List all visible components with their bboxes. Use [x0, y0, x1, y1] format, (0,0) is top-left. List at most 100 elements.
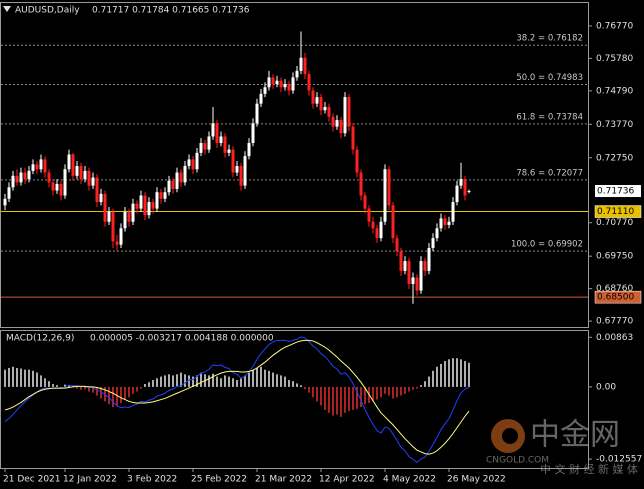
- fib-label: 50.0 = 0.74983: [516, 73, 583, 83]
- candle-body: [255, 103, 259, 124]
- macd-bar: [80, 386, 82, 390]
- candle-body: [95, 177, 99, 203]
- macd-bar: [248, 372, 250, 387]
- candle-body: [111, 211, 115, 242]
- candle-body: [411, 277, 415, 285]
- candle-body: [215, 123, 219, 144]
- x-tick-label: 3 Feb 2022: [127, 475, 177, 485]
- candle-body: [235, 165, 239, 173]
- candle-body: [187, 159, 191, 166]
- candle-body: [31, 164, 35, 171]
- macd-bar: [132, 386, 134, 394]
- candle-body: [383, 169, 387, 222]
- symbol-icon: [3, 6, 11, 12]
- macd-bar: [64, 384, 66, 387]
- macd-bar: [28, 369, 30, 387]
- macd-bar: [4, 369, 6, 387]
- macd-bar: [12, 366, 14, 387]
- level-box: [594, 205, 642, 218]
- macd-bar: [452, 358, 454, 387]
- candle-body: [459, 179, 463, 186]
- fib-label: 61.8 = 0.73784: [516, 112, 583, 122]
- x-tick-label: 21 Mar 2022: [255, 475, 312, 485]
- candle-body: [283, 83, 287, 88]
- macd-bar: [288, 380, 290, 387]
- macd-bar: [256, 367, 258, 387]
- macd-bar: [468, 362, 470, 387]
- macd-bar: [260, 366, 262, 387]
- candle-body: [87, 170, 91, 186]
- y-tick-label: 0.75780: [596, 54, 633, 64]
- candle-body: [303, 57, 307, 75]
- ohlc: 0.71717 0.71784 0.71665 0.71736: [92, 6, 250, 16]
- candle-body: [59, 184, 63, 196]
- macd-bar: [400, 386, 402, 396]
- macd-bar: [200, 372, 202, 387]
- candle-body: [27, 170, 31, 180]
- logo-hole: [502, 428, 518, 444]
- y-tick-label: 0.00: [596, 382, 616, 392]
- macd-bar: [24, 369, 26, 387]
- candle-body: [83, 170, 87, 180]
- candle-body: [211, 123, 215, 137]
- macd-bar: [96, 386, 98, 396]
- macd-bar: [420, 385, 422, 387]
- macd-bar: [116, 386, 118, 406]
- macd-bar: [388, 386, 390, 396]
- candle-body: [175, 172, 179, 189]
- macd-bar: [316, 386, 318, 402]
- candle-body: [427, 247, 431, 271]
- macd-bar: [184, 374, 186, 387]
- macd-bar: [32, 370, 34, 387]
- candle-body: [67, 154, 71, 170]
- y-tick-label: -0.012557: [596, 455, 642, 465]
- macd-bar: [404, 386, 406, 394]
- y-tick-label: 0.72750: [596, 153, 633, 163]
- macd-bar: [72, 385, 74, 387]
- macd-bar: [244, 375, 246, 387]
- candle-body: [207, 136, 211, 150]
- macd-bar: [296, 383, 298, 387]
- candle-body: [343, 97, 347, 134]
- watermark: 中金网 CNGOLD.COM 中 文 财 经 新 媒 体: [486, 418, 638, 477]
- level-box: [594, 290, 642, 304]
- macd-bar: [68, 385, 70, 387]
- macd-bar: [424, 381, 426, 387]
- candle-body: [79, 165, 83, 180]
- candle-body: [419, 261, 423, 291]
- x-tick-label: 26 May 2022: [447, 475, 506, 485]
- macd-bar: [20, 368, 22, 387]
- macd-bar: [436, 366, 438, 387]
- y-tick-label: 0.68760: [596, 284, 633, 294]
- macd-bar: [408, 386, 410, 392]
- macd-bar: [168, 374, 170, 387]
- candle-body: [43, 159, 47, 173]
- candle-body: [299, 57, 303, 71]
- macd-bar: [356, 386, 358, 409]
- macd-values: 0.000005 -0.003217 0.004188 0.000000: [90, 334, 274, 344]
- last-price-label: 0.71736: [597, 187, 634, 197]
- macd-bar: [300, 385, 302, 387]
- macd-bar: [152, 380, 154, 387]
- macd-bar: [324, 386, 326, 410]
- macd-bar: [40, 375, 42, 387]
- last-price-box: [595, 185, 641, 198]
- candle-body: [99, 193, 103, 203]
- y-tick-label: 0.00863: [596, 333, 633, 343]
- candle-body: [311, 90, 315, 104]
- macd-bar: [160, 376, 162, 387]
- macd-bar: [272, 372, 274, 387]
- candle-body: [439, 218, 443, 229]
- candle-body: [291, 77, 295, 91]
- macd-bar: [192, 376, 194, 387]
- main-panel: [0, 2, 589, 328]
- x-tick-label: 12 Jan 2022: [63, 475, 117, 485]
- macd-bar: [344, 386, 346, 413]
- fib-label: 78.6 = 0.72077: [516, 168, 583, 178]
- macd-bar: [332, 386, 334, 416]
- macd-bar: [268, 370, 270, 387]
- macd-bar: [60, 386, 62, 389]
- macd-bar: [228, 376, 230, 387]
- candle-body: [15, 175, 19, 183]
- candle-body: [375, 228, 379, 239]
